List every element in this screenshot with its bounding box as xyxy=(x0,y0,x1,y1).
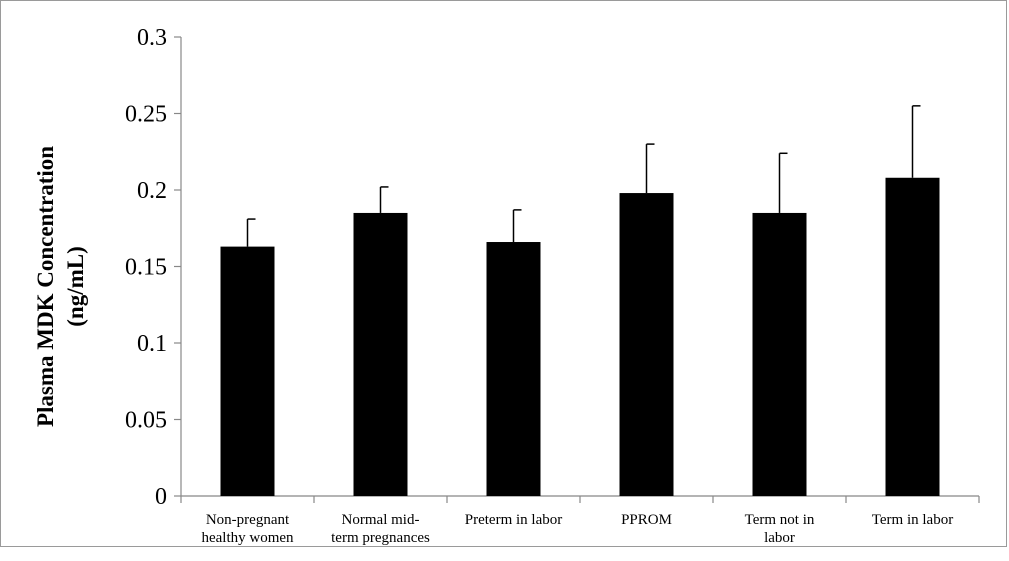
bar xyxy=(752,212,807,496)
x-category-labels: Non-pregnant healthy women Normal mid-term… xyxy=(201,512,953,546)
bars xyxy=(220,177,940,496)
y-tick-label: 0.15 xyxy=(125,255,167,281)
y-tick-label: 0.2 xyxy=(137,178,167,204)
error-bars xyxy=(246,105,921,247)
x-category-label: Normal mid-term pregnances xyxy=(331,512,430,546)
y-axis-title-line: (ng/mL) xyxy=(63,246,88,327)
chart-frame: 0 0.05 0.1 0.15 0.2 0.25 0.3 Non-pregnant healt… xyxy=(0,0,1007,547)
x-category-label: PPROM xyxy=(621,512,672,528)
x-category-label: Non-pregnant healthy women xyxy=(201,512,294,546)
bar xyxy=(486,242,541,496)
y-tick-label: 0.05 xyxy=(125,408,167,434)
y-tick-labels: 0 0.05 0.1 0.15 0.2 0.25 0.3 xyxy=(125,25,167,510)
y-axis-title-line: Plasma MDK Concentration xyxy=(33,146,58,427)
bar-chart: 0 0.05 0.1 0.15 0.2 0.25 0.3 Non-pregnant healt… xyxy=(33,25,980,546)
y-tick-label: 0.25 xyxy=(125,102,167,128)
bar xyxy=(619,193,674,496)
axes xyxy=(174,36,980,503)
bar xyxy=(220,246,275,496)
y-axis-title: Plasma MDK Concentration (ng/mL) xyxy=(33,146,88,427)
y-tick-label: 0.3 xyxy=(137,25,167,51)
bar xyxy=(885,177,940,496)
x-category-label: Preterm in labor xyxy=(465,512,562,528)
bar xyxy=(353,212,408,496)
x-category-label: Term not in labor xyxy=(745,512,815,546)
x-category-label: Term in labor xyxy=(872,512,953,528)
y-tick-label: 0 xyxy=(155,484,167,510)
y-tick-label: 0.1 xyxy=(137,331,167,357)
